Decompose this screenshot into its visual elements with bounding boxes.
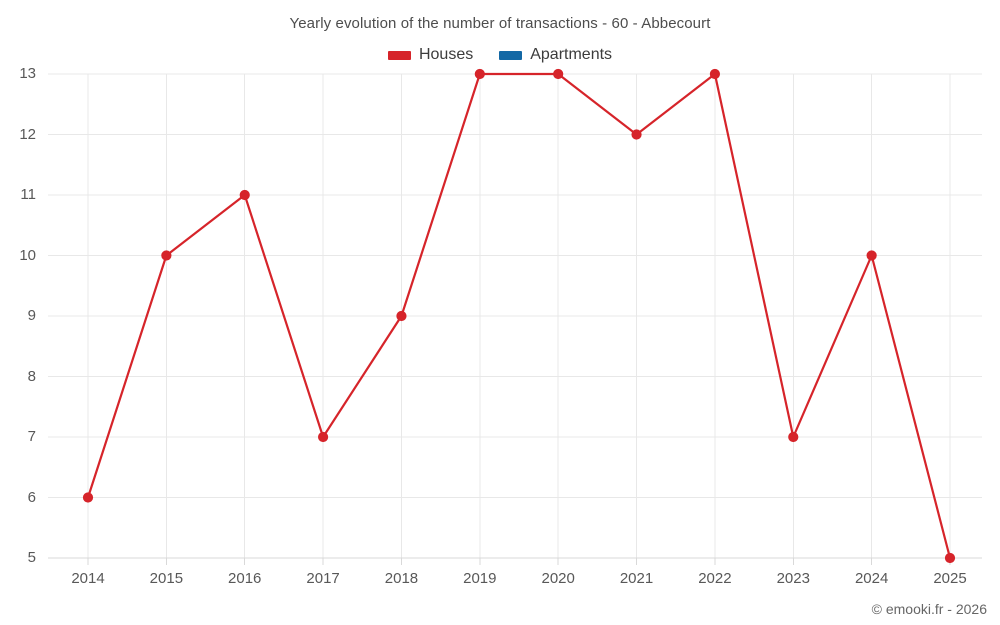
chart-title: Yearly evolution of the number of transa…	[289, 15, 711, 32]
y-axis-tick-label: 5	[27, 549, 36, 566]
legend-label-apartments: Apartments	[530, 46, 613, 63]
x-axis-tick-label: 2014	[71, 570, 105, 587]
copyright-credit: © emooki.fr - 2026	[871, 601, 987, 617]
legend-item-apartments[interactable]: Apartments	[499, 47, 612, 63]
legend-label-houses: Houses	[418, 46, 474, 63]
x-axis-tick-label: 2021	[619, 570, 654, 587]
x-axis-tick-label: 2017	[306, 570, 340, 587]
y-axis-tick-label: 7	[27, 428, 36, 445]
x-gridlines	[87, 74, 951, 558]
y-axis-tick-label: 13	[19, 65, 36, 82]
series-markers-houses	[82, 68, 956, 564]
x-axis-tick-label: 2015	[149, 570, 184, 587]
x-axis-tick-label: 2023	[776, 570, 810, 587]
y-axis-tick-label: 10	[19, 246, 36, 264]
y-axis-tick-label: 6	[27, 488, 36, 506]
x-axis-tick-label: 2024	[854, 570, 889, 587]
chart-legend: Houses Apartments	[0, 44, 1000, 66]
legend-swatch-apartments-icon	[499, 50, 523, 60]
legend-item-houses[interactable]: Houses	[387, 46, 474, 63]
x-axis-tick-label: 2019	[463, 570, 497, 587]
y-axis-tick-label: 8	[27, 367, 36, 385]
x-axis-tick-label: 2025	[933, 570, 967, 587]
x-axis-tick-label: 2016	[228, 570, 262, 587]
series-line-houses	[86, 72, 952, 560]
y-axis-tick-label: 9	[27, 307, 36, 324]
y-axis-tick-label: 11	[20, 186, 36, 203]
y-axis-tick-label: 12	[19, 125, 36, 143]
x-axis-tick-label: 2020	[541, 570, 575, 587]
x-axis-tick-label: 2022	[698, 570, 732, 587]
legend-swatch-houses-icon	[387, 50, 411, 60]
x-axis-tick-label: 2018	[384, 570, 419, 587]
y-gridlines	[48, 73, 982, 559]
axis-lines	[48, 557, 982, 565]
